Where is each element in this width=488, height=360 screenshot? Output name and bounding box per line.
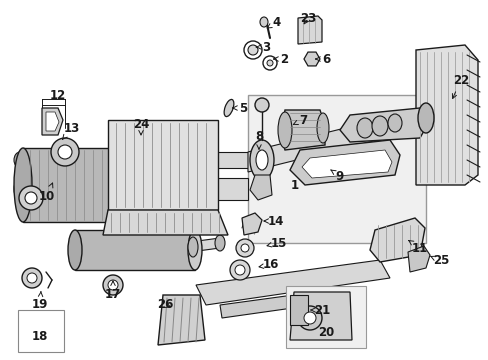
Polygon shape	[242, 213, 262, 235]
Polygon shape	[289, 140, 399, 185]
Text: 21: 21	[310, 303, 329, 316]
Text: 9: 9	[330, 170, 344, 183]
Ellipse shape	[224, 99, 233, 117]
Polygon shape	[20, 152, 247, 168]
Ellipse shape	[254, 98, 268, 112]
Text: 3: 3	[256, 41, 269, 54]
Polygon shape	[158, 295, 204, 345]
Ellipse shape	[68, 230, 82, 270]
Text: 2: 2	[273, 53, 287, 66]
Ellipse shape	[187, 230, 202, 270]
Text: 12: 12	[50, 89, 66, 102]
Text: 6: 6	[315, 53, 329, 66]
Text: 14: 14	[264, 215, 284, 228]
Ellipse shape	[260, 17, 267, 27]
Polygon shape	[304, 52, 319, 66]
Polygon shape	[407, 246, 429, 272]
Ellipse shape	[278, 112, 291, 148]
Text: 20: 20	[317, 325, 333, 338]
Text: 1: 1	[290, 179, 299, 192]
Ellipse shape	[235, 265, 244, 275]
Text: 13: 13	[62, 122, 80, 140]
Text: 22: 22	[451, 73, 468, 99]
Ellipse shape	[109, 148, 127, 222]
Bar	[289, 295, 307, 325]
Ellipse shape	[14, 148, 32, 222]
Polygon shape	[46, 112, 59, 131]
Polygon shape	[339, 108, 429, 142]
Ellipse shape	[316, 113, 328, 143]
Ellipse shape	[14, 178, 26, 200]
Polygon shape	[369, 218, 424, 262]
Text: 11: 11	[408, 240, 427, 255]
Ellipse shape	[417, 103, 433, 133]
Bar	[247, 95, 425, 243]
Polygon shape	[302, 150, 391, 178]
Text: 17: 17	[104, 281, 121, 301]
Text: 16: 16	[259, 258, 279, 271]
Text: 19: 19	[32, 292, 48, 310]
Ellipse shape	[215, 235, 224, 251]
Polygon shape	[42, 108, 63, 135]
Ellipse shape	[22, 268, 42, 288]
Ellipse shape	[58, 145, 72, 159]
Ellipse shape	[297, 306, 321, 330]
Text: 25: 25	[429, 255, 448, 267]
Ellipse shape	[14, 152, 26, 168]
Text: 8: 8	[254, 130, 263, 149]
Text: 23: 23	[299, 12, 315, 24]
Polygon shape	[108, 120, 218, 210]
Text: 5: 5	[232, 102, 246, 114]
Polygon shape	[103, 210, 227, 235]
Text: 15: 15	[266, 237, 286, 249]
Text: 26: 26	[157, 298, 173, 311]
Polygon shape	[289, 292, 351, 340]
Ellipse shape	[241, 244, 248, 252]
Polygon shape	[415, 45, 477, 185]
Ellipse shape	[103, 275, 123, 295]
Ellipse shape	[25, 192, 37, 204]
Ellipse shape	[249, 140, 273, 180]
Ellipse shape	[371, 116, 387, 136]
Polygon shape	[247, 108, 425, 172]
Ellipse shape	[236, 239, 253, 257]
Text: 7: 7	[293, 113, 306, 126]
Polygon shape	[249, 175, 271, 200]
Polygon shape	[75, 230, 195, 270]
Polygon shape	[280, 110, 325, 150]
Polygon shape	[23, 148, 118, 222]
Ellipse shape	[256, 150, 267, 170]
Bar	[285, 286, 365, 348]
Polygon shape	[196, 260, 389, 305]
Ellipse shape	[108, 280, 118, 290]
Ellipse shape	[187, 237, 198, 257]
Ellipse shape	[19, 186, 43, 210]
Text: 4: 4	[266, 15, 281, 28]
Ellipse shape	[229, 260, 249, 280]
Text: 10: 10	[39, 183, 55, 202]
Ellipse shape	[27, 273, 37, 283]
Ellipse shape	[263, 56, 276, 70]
Ellipse shape	[247, 45, 258, 55]
Ellipse shape	[356, 118, 372, 138]
Ellipse shape	[387, 114, 401, 132]
Ellipse shape	[304, 312, 315, 324]
Polygon shape	[220, 290, 334, 318]
Polygon shape	[297, 16, 321, 44]
Text: 18: 18	[32, 330, 48, 343]
Ellipse shape	[266, 60, 272, 66]
Ellipse shape	[244, 41, 262, 59]
Polygon shape	[20, 178, 247, 200]
Text: 24: 24	[133, 117, 149, 135]
Ellipse shape	[51, 138, 79, 166]
Bar	[18, 310, 64, 352]
Polygon shape	[190, 238, 220, 252]
